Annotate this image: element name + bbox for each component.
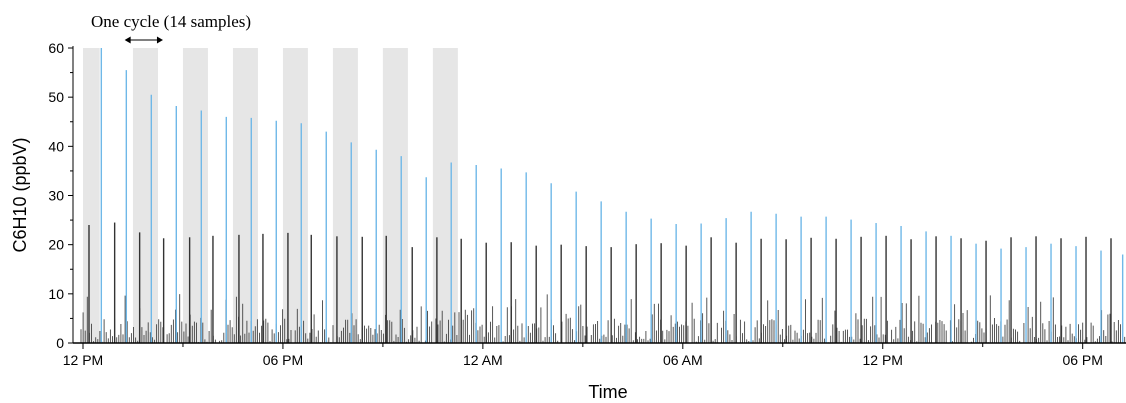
- y-tick-label: 0: [56, 335, 64, 351]
- tick-marks: 0 10 20 30 40 50 60 12 PM 06 PM 12 AM 06 AM 12 PM 06…: [48, 40, 1102, 368]
- cycle-annotation-text: One cycle (14 samples): [91, 12, 251, 31]
- x-tick-label: 06 AM: [663, 352, 703, 368]
- y-tick-label: 20: [48, 237, 64, 253]
- axes: [72, 46, 1126, 344]
- cycle-arrow-left-head: [124, 36, 131, 44]
- y-tick-label: 40: [48, 138, 64, 154]
- y-tick-label: 50: [48, 89, 64, 105]
- x-tick-label: 12 PM: [63, 352, 103, 368]
- shaded-band: [282, 48, 308, 343]
- y-axis-label: C6H10 (ppbV): [10, 137, 30, 252]
- x-tick-label: 06 PM: [1062, 352, 1102, 368]
- x-tick-label: 12 PM: [863, 352, 903, 368]
- peak-series: [100, 48, 1124, 343]
- x-axis-label: Time: [588, 382, 627, 402]
- shaded-band: [232, 48, 258, 343]
- cycle-arrow-right-head: [156, 36, 163, 44]
- shaded-cycle-bands: [82, 48, 458, 343]
- y-tick-label: 60: [48, 40, 64, 56]
- x-tick-label: 12 AM: [463, 352, 503, 368]
- shaded-band: [382, 48, 408, 343]
- sample-series: [88, 222, 1112, 343]
- x-tick-label: 06 PM: [263, 352, 303, 368]
- cycle-annotation: One cycle (14 samples): [91, 12, 251, 44]
- shaded-band: [82, 48, 100, 343]
- shaded-band: [182, 48, 208, 343]
- y-tick-label: 10: [48, 286, 64, 302]
- shaded-band: [132, 48, 158, 343]
- y-tick-label: 30: [48, 188, 64, 204]
